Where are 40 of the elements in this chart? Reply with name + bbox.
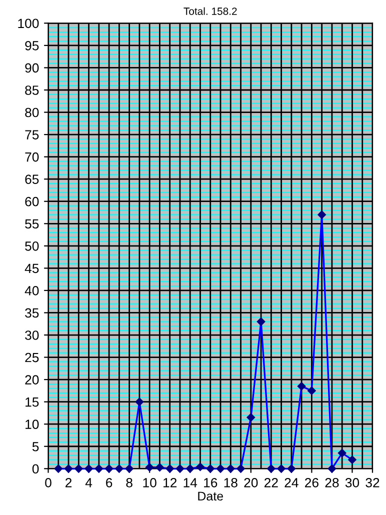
x-tick-label: 8 bbox=[126, 478, 132, 488]
y-tick-label: 50 bbox=[25, 241, 39, 251]
x-tick-label: 32 bbox=[366, 478, 380, 488]
y-tick-label: 85 bbox=[25, 86, 39, 95]
x-tick-label: 10 bbox=[143, 478, 156, 488]
y-tick-label: 25 bbox=[25, 352, 39, 362]
y-tick-label: 95 bbox=[25, 41, 39, 50]
x-axis-title: Date bbox=[198, 492, 224, 501]
y-tick-label: 60 bbox=[25, 196, 39, 206]
x-tick-label: 24 bbox=[284, 478, 298, 488]
y-tick-label: 65 bbox=[25, 174, 39, 184]
x-tick-label: 2 bbox=[66, 478, 72, 488]
y-tick-label: 45 bbox=[24, 264, 39, 274]
x-tick-label: 18 bbox=[224, 478, 238, 488]
y-tick-label: 55 bbox=[25, 219, 39, 229]
y-tick-label: 80 bbox=[25, 108, 39, 118]
x-tick-label: 4 bbox=[85, 478, 92, 488]
x-tick-label: 16 bbox=[204, 478, 218, 488]
y-tick-label: 40 bbox=[24, 286, 39, 296]
y-tick-label: 20 bbox=[25, 375, 39, 384]
x-tick-label: 26 bbox=[305, 478, 318, 488]
chart-title: Total. 158.2 bbox=[184, 7, 237, 15]
y-tick-label: 70 bbox=[25, 152, 39, 162]
x-tick-label: 28 bbox=[325, 478, 339, 488]
x-tick-label: 0 bbox=[45, 478, 52, 488]
y-tick-label: 75 bbox=[25, 130, 39, 140]
y-tick-label: 0 bbox=[32, 464, 39, 474]
y-tick-label: 15 bbox=[26, 398, 39, 407]
y-tick-label: 10 bbox=[26, 420, 39, 430]
y-tick-label: 90 bbox=[25, 63, 39, 73]
y-tick-label: 30 bbox=[25, 330, 39, 340]
y-tick-label: 5 bbox=[32, 442, 39, 452]
x-tick-label: 30 bbox=[345, 478, 360, 488]
x-tick-label: 22 bbox=[264, 478, 278, 488]
x-tick-label: 6 bbox=[106, 478, 112, 488]
x-tick-label: 20 bbox=[244, 478, 258, 488]
y-tick-label: 35 bbox=[25, 308, 39, 318]
x-tick-label: 14 bbox=[184, 478, 198, 488]
x-tick-label: 12 bbox=[164, 478, 177, 488]
y-tick-label: 100 bbox=[18, 18, 39, 28]
